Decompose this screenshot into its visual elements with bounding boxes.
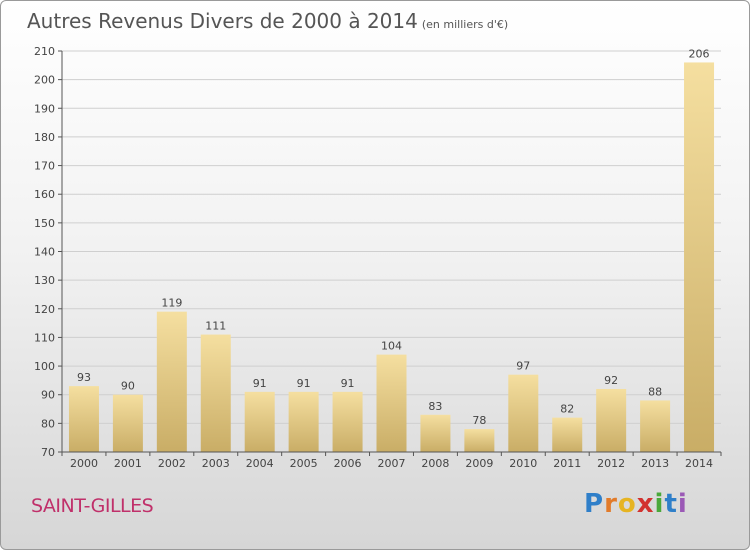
x-tick-label-2008: 2008 (421, 457, 449, 470)
bar-2014 (684, 62, 715, 452)
value-label-2013: 88 (648, 385, 662, 398)
x-tick-label-2004: 2004 (246, 457, 274, 470)
value-label-2010: 97 (516, 360, 530, 373)
x-tick-label-2009: 2009 (465, 457, 493, 470)
y-tick-label: 140 (34, 246, 55, 259)
y-tick-label: 180 (34, 131, 55, 144)
y-tick-label: 80 (41, 417, 55, 430)
bar-2004 (244, 391, 275, 452)
y-tick-label: 130 (34, 274, 55, 287)
x-tick-label-2010: 2010 (509, 457, 537, 470)
bar-2007 (376, 354, 407, 452)
y-tick-label: 210 (34, 45, 55, 58)
x-tick-label-2005: 2005 (290, 457, 318, 470)
value-label-2007: 104 (381, 340, 402, 353)
y-tick-label: 150 (34, 217, 55, 230)
x-tick-label-2002: 2002 (158, 457, 186, 470)
y-tick-label: 110 (34, 331, 55, 344)
bar-2012 (596, 388, 627, 452)
bar-2010 (508, 374, 539, 452)
x-tick-label-2013: 2013 (641, 457, 669, 470)
value-label-2009: 78 (472, 414, 486, 427)
value-label-2003: 111 (205, 320, 226, 333)
y-tick-label: 120 (34, 303, 55, 316)
value-label-2008: 83 (428, 400, 442, 413)
logo-letter: P (584, 489, 605, 519)
y-tick-label: 90 (41, 389, 55, 402)
value-label-2012: 92 (604, 374, 618, 387)
logo-letter: i (654, 489, 665, 519)
value-label-2014: 206 (689, 47, 710, 60)
x-tick-label-2012: 2012 (597, 457, 625, 470)
x-tick-label-2007: 2007 (378, 457, 406, 470)
bar-2006 (332, 391, 363, 452)
bar-2003 (200, 334, 231, 452)
logo-letter: r (604, 489, 618, 519)
bar-2000 (68, 386, 99, 452)
value-label-2011: 82 (560, 403, 574, 416)
bar-2009 (464, 429, 495, 452)
x-tick-label-2003: 2003 (202, 457, 230, 470)
value-label-2004: 91 (253, 377, 267, 390)
value-label-2002: 119 (161, 297, 182, 310)
bar-2011 (552, 417, 583, 452)
y-tick-label: 160 (34, 188, 55, 201)
proxiti-logo: Proxiti (584, 489, 688, 519)
value-label-2006: 91 (341, 377, 355, 390)
chart-title: Autres Revenus Divers de 2000 à 2014 (en … (27, 9, 508, 33)
y-tick-label: 100 (34, 360, 55, 373)
chart-subtitle: (en milliers d'€) (421, 18, 509, 31)
bar-2005 (288, 391, 319, 452)
x-tick-label-2014: 2014 (685, 457, 713, 470)
x-tick-label-2011: 2011 (553, 457, 581, 470)
title-text: Autres Revenus Divers de 2000 à 2014 (27, 9, 418, 33)
y-tick-label: 200 (34, 74, 55, 87)
y-tick-label: 190 (34, 102, 55, 115)
logo-letter: x (636, 489, 655, 519)
logo-letter: i (677, 489, 688, 519)
location-label: SAINT-GILLES (31, 495, 154, 517)
y-tick-label: 170 (34, 160, 55, 173)
bar-2008 (420, 414, 451, 452)
value-label-2000: 93 (77, 371, 91, 384)
x-tick-label-2006: 2006 (334, 457, 362, 470)
logo-letter: t (664, 489, 678, 519)
x-tick-label-2001: 2001 (114, 457, 142, 470)
logo-letter: o (617, 489, 637, 519)
y-tick-label: 70 (41, 446, 55, 459)
x-tick-label-2000: 2000 (70, 457, 98, 470)
bar-2013 (640, 400, 671, 452)
value-label-2005: 91 (297, 377, 311, 390)
bar-2002 (156, 311, 187, 452)
value-label-2001: 90 (121, 380, 135, 393)
bar-2001 (112, 394, 143, 452)
